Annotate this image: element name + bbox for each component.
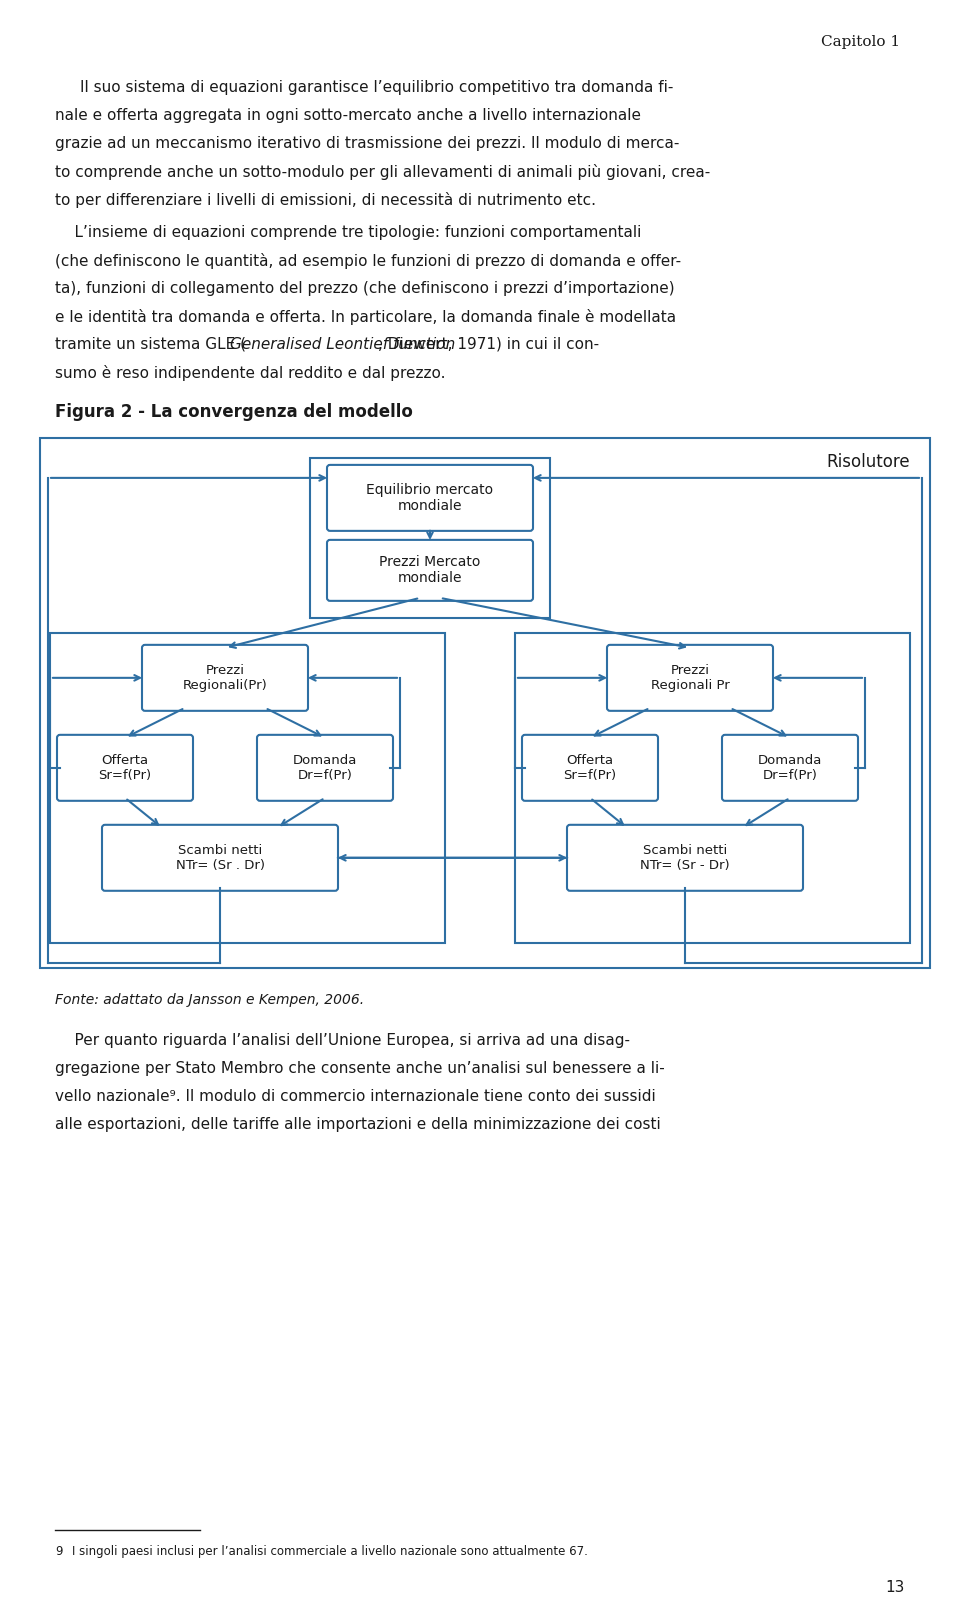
Text: to per differenziare i livelli di emissioni, di necessità di nutrimento etc.: to per differenziare i livelli di emissi… (55, 192, 596, 208)
Text: e le identità tra domanda e offerta. In particolare, la domanda finale è modella: e le identità tra domanda e offerta. In … (55, 309, 676, 325)
FancyBboxPatch shape (567, 825, 803, 891)
Text: Domanda
Dr=f(Pr): Domanda Dr=f(Pr) (757, 753, 822, 782)
Text: L’insieme di equazioni comprende tre tipologie: funzioni comportamentali: L’insieme di equazioni comprende tre tip… (55, 225, 641, 240)
Text: Equilibrio mercato
mondiale: Equilibrio mercato mondiale (367, 483, 493, 513)
Text: Scambi netti
NTr= (Sr . Dr): Scambi netti NTr= (Sr . Dr) (176, 844, 265, 871)
Text: Domanda
Dr=f(Pr): Domanda Dr=f(Pr) (293, 753, 357, 782)
FancyBboxPatch shape (142, 644, 308, 712)
FancyBboxPatch shape (50, 633, 445, 943)
Text: Prezzi
Regionali(Pr): Prezzi Regionali(Pr) (182, 664, 268, 692)
FancyBboxPatch shape (607, 644, 773, 712)
Text: to comprende anche un sotto-modulo per gli allevamenti di animali più giovani, c: to comprende anche un sotto-modulo per g… (55, 165, 710, 181)
Text: Capitolo 1: Capitolo 1 (821, 35, 900, 50)
FancyBboxPatch shape (40, 438, 930, 967)
FancyBboxPatch shape (102, 825, 338, 891)
FancyBboxPatch shape (327, 465, 533, 531)
FancyBboxPatch shape (57, 736, 193, 801)
Text: gregazione per Stato Membro che consente anche un’analisi sul benessere a li-: gregazione per Stato Membro che consente… (55, 1060, 664, 1076)
Text: Generalised Leontief function: Generalised Leontief function (230, 337, 455, 352)
FancyBboxPatch shape (310, 457, 550, 617)
Text: I singoli paesi inclusi per l’analisi commerciale a livello nazionale sono attua: I singoli paesi inclusi per l’analisi co… (72, 1545, 588, 1557)
FancyBboxPatch shape (722, 736, 858, 801)
Text: sumo è reso indipendente dal reddito e dal prezzo.: sumo è reso indipendente dal reddito e d… (55, 365, 445, 381)
Text: Fonte: adattato da Jansson e Kempen, 2006.: Fonte: adattato da Jansson e Kempen, 200… (55, 993, 364, 1007)
FancyBboxPatch shape (515, 633, 910, 943)
Text: (che definiscono le quantità, ad esempio le funzioni di prezzo di domanda e offe: (che definiscono le quantità, ad esempio… (55, 253, 682, 269)
Text: 13: 13 (886, 1580, 905, 1594)
Text: 9: 9 (55, 1545, 62, 1557)
Text: nale e offerta aggregata in ogni sotto-mercato anche a livello internazionale: nale e offerta aggregata in ogni sotto-m… (55, 109, 641, 123)
Text: , Diewert, 1971) in cui il con-: , Diewert, 1971) in cui il con- (378, 337, 599, 352)
Text: Prezzi Mercato
mondiale: Prezzi Mercato mondiale (379, 555, 481, 585)
Text: Per quanto riguarda l’analisi dell’Unione Europea, si arriva ad una disag-: Per quanto riguarda l’analisi dell’Union… (55, 1033, 630, 1047)
Text: Prezzi
Regionali Pr: Prezzi Regionali Pr (651, 664, 730, 692)
Text: Scambi netti
NTr= (Sr - Dr): Scambi netti NTr= (Sr - Dr) (640, 844, 730, 871)
Text: Risolutore: Risolutore (827, 453, 910, 470)
Text: Il suo sistema di equazioni garantisce l’equilibrio competitivo tra domanda fi-: Il suo sistema di equazioni garantisce l… (80, 80, 673, 94)
FancyBboxPatch shape (257, 736, 393, 801)
Text: tramite un sistema GLE (: tramite un sistema GLE ( (55, 337, 246, 352)
Text: grazie ad un meccanismo iterativo di trasmissione dei prezzi. Il modulo di merca: grazie ad un meccanismo iterativo di tra… (55, 136, 680, 150)
FancyBboxPatch shape (522, 736, 658, 801)
Text: Offerta
Sr=f(Pr): Offerta Sr=f(Pr) (564, 753, 616, 782)
Text: ta), funzioni di collegamento del prezzo (che definiscono i prezzi d’importazion: ta), funzioni di collegamento del prezzo… (55, 281, 675, 296)
Text: alle esportazioni, delle tariffe alle importazioni e della minimizzazione dei co: alle esportazioni, delle tariffe alle im… (55, 1116, 660, 1132)
Text: vello nazionale⁹. Il modulo di commercio internazionale tiene conto dei sussidi: vello nazionale⁹. Il modulo di commercio… (55, 1089, 656, 1103)
Text: Figura 2 - La convergenza del modello: Figura 2 - La convergenza del modello (55, 403, 413, 421)
FancyBboxPatch shape (327, 540, 533, 601)
Text: Offerta
Sr=f(Pr): Offerta Sr=f(Pr) (99, 753, 152, 782)
